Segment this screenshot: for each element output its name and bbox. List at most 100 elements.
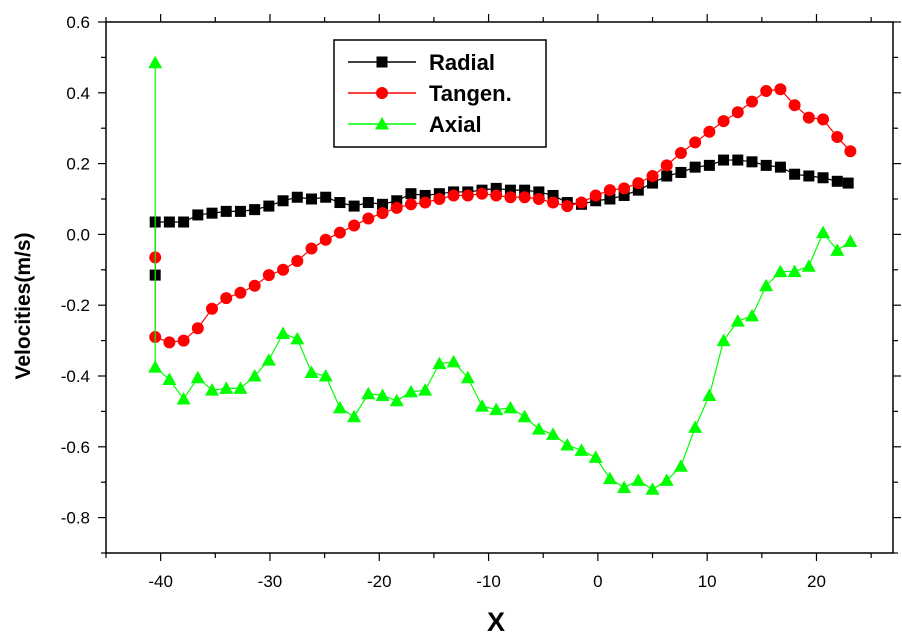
- series-axial: [148, 55, 858, 495]
- data-point-axial: [432, 356, 447, 370]
- data-point-axial: [190, 370, 205, 384]
- x-tick-label: 20: [807, 572, 826, 591]
- x-tick-label: -20: [367, 572, 392, 591]
- data-point-tangen: [674, 146, 687, 159]
- data-point-radial: [604, 193, 616, 205]
- data-point-tangen: [163, 336, 176, 349]
- data-point-radial: [334, 197, 346, 209]
- axis-layer: -40 -30 -20 -10 0 10 20 -0.8 -0.6 -0.4 -0.2 0.0 0.2 0…: [61, 13, 901, 591]
- data-point-radial: [842, 177, 854, 189]
- data-point-axial: [730, 314, 745, 327]
- y-tick-label: -0.6: [61, 438, 90, 457]
- data-point-radial: [647, 177, 659, 189]
- data-point-tangen: [433, 193, 446, 205]
- data-point-axial: [787, 264, 802, 278]
- data-point-tangen: [603, 184, 616, 197]
- data-point-radial: [320, 191, 332, 203]
- data-point-tangen: [802, 111, 815, 124]
- data-point-radial: [192, 209, 204, 221]
- data-point-tangen: [362, 212, 375, 225]
- legend-marker-axial: [375, 117, 389, 130]
- data-point-radial: [703, 159, 715, 171]
- data-point-radial: [263, 200, 275, 212]
- data-point-axial: [645, 482, 660, 495]
- y-tick-label: 0.0: [66, 225, 90, 244]
- y-tick-label: 0.6: [66, 13, 90, 32]
- data-point-tangen: [206, 302, 219, 315]
- data-point-tangen: [547, 196, 560, 209]
- data-point-axial: [233, 381, 248, 394]
- y-tick-label: 0.2: [66, 155, 90, 174]
- data-point-axial: [830, 243, 845, 256]
- data-point-axial: [673, 459, 688, 472]
- data-point-axial: [816, 225, 831, 239]
- data-point-tangen: [291, 254, 304, 267]
- x-tick-label: -30: [258, 572, 283, 591]
- y-tick-label: -0.8: [61, 509, 90, 528]
- data-point-radial: [490, 182, 502, 194]
- data-point-tangen: [504, 191, 517, 204]
- data-point-radial: [362, 197, 374, 209]
- y-tick-label: -0.4: [61, 367, 90, 386]
- data-point-axial: [759, 278, 774, 292]
- data-point-tangen: [220, 292, 233, 305]
- data-point-tangen: [731, 106, 744, 119]
- data-point-axial: [418, 383, 433, 396]
- series-tangen: [149, 83, 857, 349]
- data-point-tangen: [248, 279, 261, 292]
- data-point-radial: [348, 200, 360, 212]
- data-point-radial: [305, 193, 317, 205]
- data-point-tangen: [760, 85, 773, 98]
- data-point-axial: [688, 420, 703, 433]
- data-point-radial: [419, 189, 431, 201]
- data-point-radial: [533, 186, 545, 198]
- data-point-tangen: [461, 189, 474, 202]
- data-point-axial: [361, 386, 376, 400]
- data-point-axial: [702, 388, 717, 401]
- legend-label-tangen: Tangen.: [429, 81, 512, 106]
- data-point-axial: [489, 402, 504, 416]
- data-point-radial: [163, 216, 175, 228]
- data-point-radial: [746, 156, 758, 168]
- data-point-radial: [178, 216, 190, 228]
- data-point-tangen: [788, 99, 801, 112]
- data-point-axial: [375, 388, 390, 401]
- data-point-radial: [234, 205, 246, 217]
- data-point-tangen: [660, 159, 673, 172]
- data-point-tangen: [348, 219, 361, 232]
- data-point-tangen: [518, 191, 531, 204]
- legend-label-axial: Axial: [429, 112, 482, 137]
- data-point-radial: [547, 189, 559, 201]
- data-point-tangen: [844, 145, 857, 158]
- data-point-tangen: [689, 136, 702, 149]
- legend-marker-radial: [376, 56, 388, 68]
- data-point-axial: [176, 392, 191, 405]
- data-point-axial: [574, 443, 589, 456]
- data-point-tangen: [575, 196, 588, 209]
- data-point-axial: [602, 471, 617, 485]
- data-point-radial: [732, 154, 744, 166]
- data-point-tangen: [419, 196, 432, 209]
- data-point-radial: [504, 184, 516, 196]
- y-tick-label: 0.4: [66, 84, 90, 103]
- data-point-axial: [446, 354, 461, 368]
- data-point-axial: [773, 264, 788, 278]
- data-point-axial: [318, 369, 333, 382]
- data-point-axial: [716, 333, 731, 347]
- x-axis-title: X: [487, 607, 505, 637]
- data-point-tangen: [703, 125, 716, 138]
- data-point-axial: [503, 400, 518, 414]
- data-point-tangen: [191, 322, 204, 335]
- data-point-axial: [403, 384, 418, 398]
- data-point-radial: [774, 161, 786, 173]
- data-point-tangen: [717, 115, 730, 128]
- data-point-tangen: [262, 269, 275, 282]
- data-point-radial: [803, 170, 815, 182]
- data-point-radial: [618, 189, 630, 201]
- legend-label-radial: Radial: [429, 50, 495, 75]
- data-point-axial: [205, 383, 220, 396]
- data-point-axial: [659, 473, 674, 486]
- data-point-radial: [689, 161, 701, 173]
- data-point-axial: [531, 422, 546, 435]
- data-point-axial: [347, 409, 362, 423]
